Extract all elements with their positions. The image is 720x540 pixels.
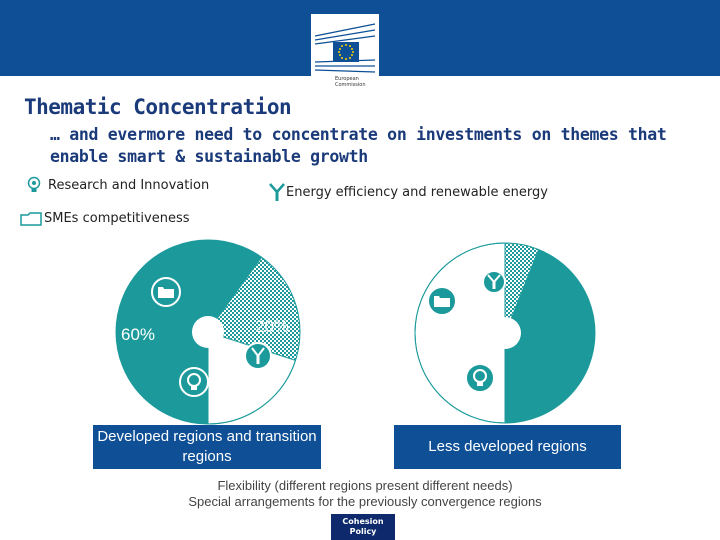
footnote: Flexibility (different regions present d… bbox=[0, 478, 720, 510]
pie-less-label-6: 6% bbox=[478, 251, 501, 268]
pie-center-hole bbox=[192, 316, 224, 348]
energy-icon bbox=[244, 342, 272, 370]
legend-research: Research and Innovation bbox=[26, 176, 209, 194]
legend-label: Energy efficiency and renewable energy bbox=[286, 184, 548, 200]
pie-developed-label-20: 20% bbox=[255, 317, 289, 336]
folder-icon bbox=[151, 277, 181, 307]
legend-energy: Energy efficiency and renewable energy bbox=[268, 182, 548, 202]
energy-icon bbox=[269, 183, 285, 201]
building-icon bbox=[314, 23, 376, 73]
footnote-line1: Flexibility (different regions present d… bbox=[217, 478, 513, 493]
caption-developed: Developed regions and transition regions bbox=[93, 425, 321, 469]
pie-slice-1 bbox=[208, 257, 300, 361]
badge-line2: Policy bbox=[349, 527, 377, 536]
pie-developed-label-60: 60% bbox=[121, 325, 155, 344]
pie-less-developed bbox=[414, 242, 596, 424]
page-subtitle: … and evermore need to concentrate on in… bbox=[50, 125, 667, 166]
lightbulb-icon bbox=[27, 176, 41, 192]
pie-slice-1 bbox=[505, 249, 596, 423]
page-title: Thematic Concentration bbox=[24, 95, 292, 119]
logo-text: European Commission bbox=[335, 76, 366, 88]
legend-label: SMEs competitiveness bbox=[44, 211, 190, 226]
lightbulb-icon bbox=[465, 363, 495, 393]
energy-icon bbox=[482, 270, 506, 294]
legend-label: Research and Innovation bbox=[48, 177, 210, 193]
pie-icons bbox=[151, 270, 506, 397]
commission-logo: European Commission bbox=[311, 14, 379, 96]
caption-less-developed: Less developed regions bbox=[394, 425, 621, 469]
pie-outline bbox=[115, 239, 301, 425]
folder-icon bbox=[427, 286, 457, 316]
badge-line1: Cohesion bbox=[342, 517, 384, 526]
cohesion-policy-badge: Cohesion Policy bbox=[331, 514, 395, 540]
pie-outline bbox=[414, 242, 596, 424]
legend-smes: SMEs competitiveness bbox=[20, 211, 190, 226]
pie-slice-0 bbox=[505, 243, 539, 333]
lightbulb-icon bbox=[179, 367, 209, 397]
footnote-line2: Special arrangements for the previously … bbox=[188, 494, 542, 509]
pie-center-hole bbox=[489, 317, 521, 349]
pie-less-label-44: 44% bbox=[432, 335, 466, 354]
folder-icon bbox=[20, 211, 42, 226]
